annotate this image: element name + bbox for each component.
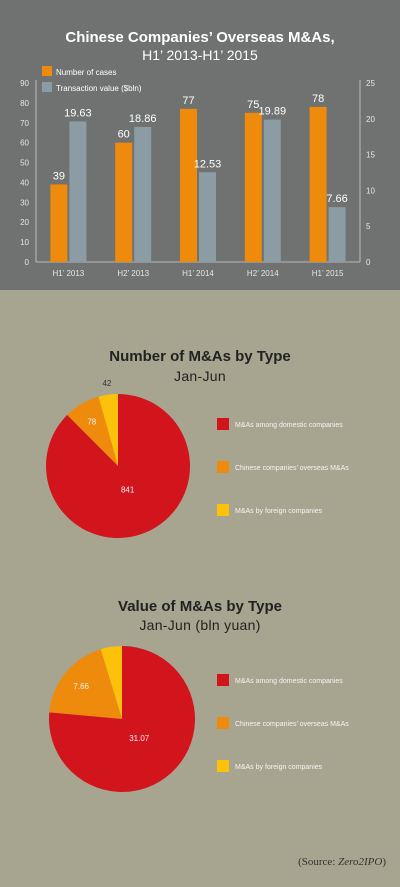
pie-chart-count: 42 78 841 M&As among domestic companies Chin…	[46, 380, 349, 538]
legend-label: Chinese companies’ overseas M&As	[235, 465, 349, 472]
bar-cases-label: 78	[312, 93, 324, 105]
pie-slice	[67, 396, 118, 466]
pie2-title: Value of M&As by Type	[118, 598, 282, 615]
right-tick-label: 10	[366, 186, 375, 195]
legend-swatch	[217, 717, 229, 729]
left-tick-label: 10	[20, 238, 29, 247]
bar-cases	[180, 108, 197, 262]
right-tick-label: 5	[366, 222, 371, 231]
legend-label: Chinese companies’ overseas M&As	[235, 721, 349, 728]
bar-chart: Chinese Companies’ Overseas M&As, H1’ 20…	[0, 0, 400, 290]
bar-cases	[50, 184, 68, 262]
right-tick-label: 25	[366, 79, 375, 88]
bar-chart-title: Chinese Companies’ Overseas M&As,	[65, 29, 334, 46]
x-category-label: H2’ 2014	[247, 269, 279, 278]
legend-swatch	[217, 674, 229, 686]
bar-value	[134, 126, 152, 262]
pie-slice	[49, 649, 122, 719]
pie1-subtitle: Jan-Jun	[174, 368, 226, 384]
left-axis-ticks: 0 10 20 30 40 50 60 70 80 90	[20, 79, 29, 267]
legend-label: M&As by foreign companies	[235, 508, 323, 515]
bar-value-label: 12.53	[194, 158, 222, 170]
legend-swatch-cases	[42, 66, 52, 76]
pie-slice	[49, 646, 196, 792]
left-tick-label: 0	[25, 258, 30, 267]
bar-value	[328, 207, 346, 262]
legend-swatch	[217, 461, 229, 473]
x-category-label: H1’ 2013	[53, 269, 85, 278]
left-tick-label: 20	[20, 218, 29, 227]
pie1-title: Number of M&As by Type	[109, 348, 291, 365]
source-prefix: (Source:	[298, 856, 339, 868]
bar-cases-label: 75	[247, 99, 259, 111]
pie-slice-label: 42	[102, 380, 111, 388]
right-tick-label: 15	[366, 151, 375, 160]
bar-chart-subtitle: H1’ 2013-H1’ 2015	[142, 47, 258, 63]
pie-slice-label: 31.07	[129, 734, 150, 743]
legend-swatch	[217, 418, 229, 430]
legend-label: M&As among domestic companies	[235, 422, 343, 429]
bar-cases-label: 39	[53, 170, 65, 182]
legend-swatch	[217, 760, 229, 772]
bar-value	[263, 119, 281, 262]
left-tick-label: 80	[20, 99, 29, 108]
left-tick-label: 50	[20, 159, 29, 168]
pie-slice	[46, 394, 190, 538]
pie-slice	[98, 394, 118, 466]
left-tick-label: 60	[20, 139, 29, 148]
right-tick-label: 20	[366, 115, 375, 124]
x-category-label: H1’ 2014	[182, 269, 214, 278]
bar-cases-label: 77	[182, 95, 194, 107]
bar-cases	[115, 142, 133, 262]
bar-cases	[244, 112, 262, 262]
bar-value-label: 19.89	[259, 106, 287, 118]
bar-cases-label: 60	[118, 129, 130, 141]
left-tick-label: 70	[20, 119, 29, 128]
bar-value-label: 7.66	[326, 193, 347, 205]
source-name: Zero2IPO	[338, 856, 383, 868]
pie-slice-label: 78	[87, 417, 96, 426]
bar-value	[199, 172, 216, 262]
source-note: (Source: Zero2IPO)	[298, 856, 386, 868]
legend-swatch-value	[42, 82, 52, 92]
bar-value	[69, 121, 87, 262]
legend-label: M&As among domestic companies	[235, 678, 343, 685]
left-tick-label: 30	[20, 198, 29, 207]
bar-cases	[309, 106, 327, 262]
right-tick-label: 0	[366, 258, 371, 267]
x-category-label: H1’ 2015	[312, 269, 344, 278]
pie-slice-label: 841	[121, 485, 135, 494]
right-axis-ticks: 0 5 10 15 20 25	[366, 79, 375, 267]
pie-slice	[100, 646, 122, 719]
left-tick-label: 40	[20, 178, 29, 187]
pie2-subtitle: Jan-Jun (bln yuan)	[139, 617, 261, 633]
source-suffix: )	[382, 856, 386, 868]
bar-value-label: 18.86	[129, 113, 157, 125]
left-tick-label: 90	[20, 79, 29, 88]
x-category-label: H2’ 2013	[117, 269, 149, 278]
x-axis-labels: H1’ 2013 H2’ 2013 H1’ 2014 H2’ 2014 H1’ 2015	[53, 269, 344, 278]
pie-slice-label: 7.66	[73, 682, 89, 691]
legend-label-value: Transaction value ($bln)	[56, 84, 142, 93]
legend-label: M&As by foreign companies	[235, 764, 323, 771]
bar-value-label: 19.63	[64, 107, 92, 119]
legend-swatch	[217, 504, 229, 516]
legend-label-cases: Number of cases	[56, 68, 116, 77]
